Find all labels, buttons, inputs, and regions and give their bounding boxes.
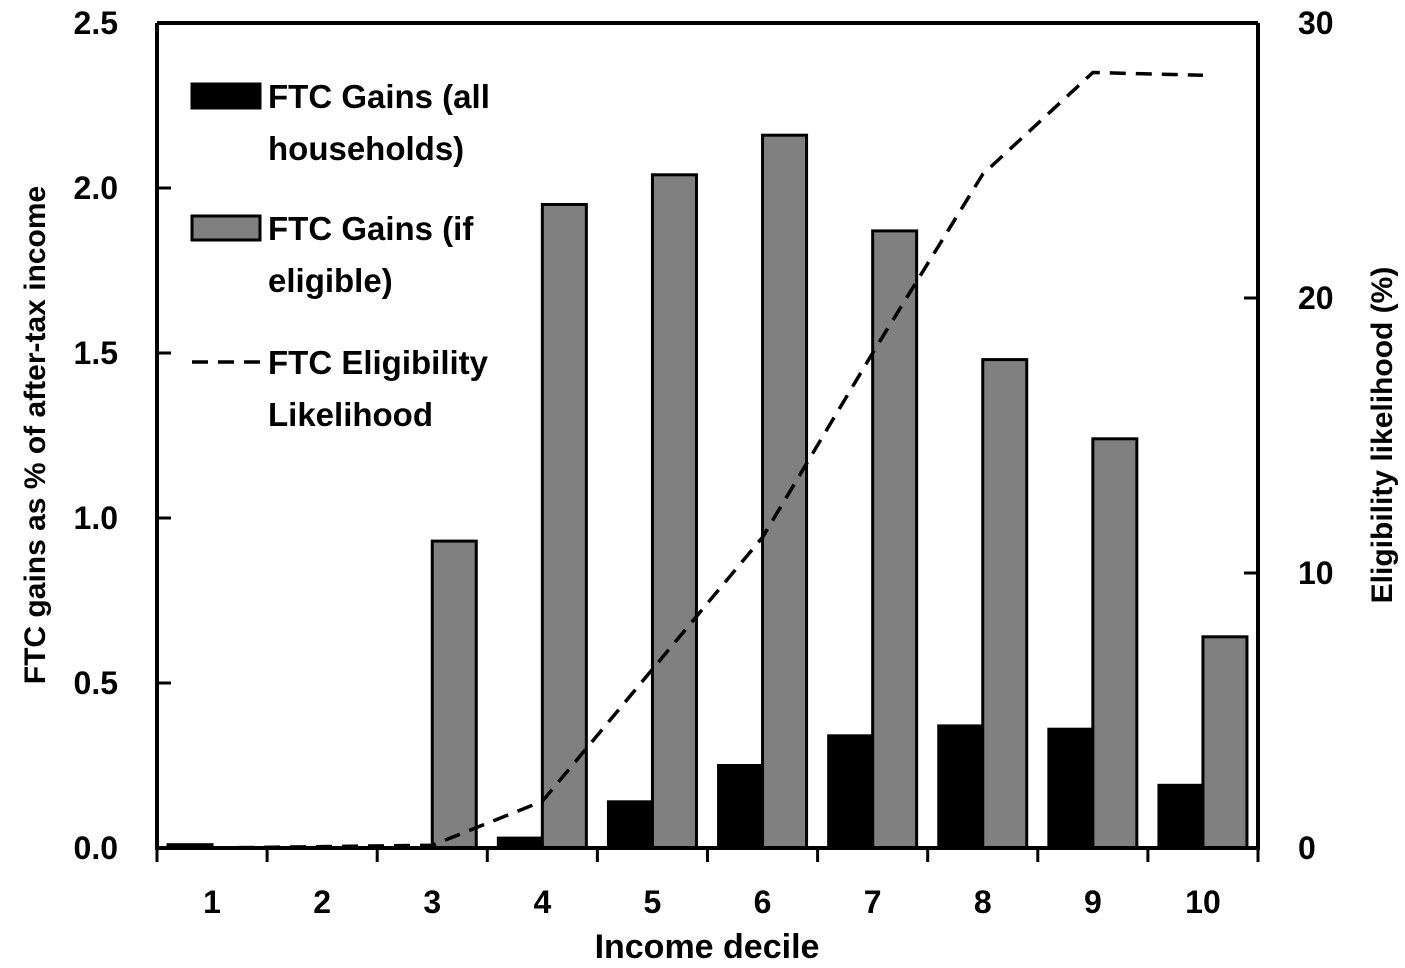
bar-if-eligible-7	[871, 229, 919, 850]
y-axis-title: FTC gains as % of after-tax income	[19, 186, 52, 684]
y-tick-label: 2.5	[74, 5, 118, 41]
x-tick-label: 4	[533, 884, 551, 920]
y-tick-label: 1.5	[74, 335, 118, 371]
y2-axis-title: Eligibility likelihood (%)	[1366, 267, 1399, 604]
legend-swatch-0	[190, 82, 262, 110]
bar-if-eligible-5	[650, 173, 698, 850]
legend-label-2: FTC Eligibility	[268, 344, 489, 381]
legend-label-0: households)	[268, 130, 464, 167]
legend-label-1: FTC Gains (if	[268, 210, 474, 247]
y-tick-label: 0.0	[74, 830, 118, 866]
legend: FTC Gains (all households) FTC Gains (if el…	[190, 78, 490, 433]
bar-if-eligible-4	[540, 203, 588, 850]
bar-if-eligible-6	[761, 133, 809, 850]
line-series-group	[212, 70, 1203, 850]
y2-tick-label: 30	[1298, 5, 1334, 41]
y-tick-label: 0.5	[74, 665, 118, 701]
x-tick-label: 9	[1084, 884, 1102, 920]
bar-if-eligible-10	[1201, 635, 1249, 850]
bar-all-households-10	[1157, 783, 1205, 850]
bar-all-households-7	[827, 734, 875, 850]
ticks-group: 0.0 0.5 1.0 1.5 2.0 2.5 0 10 20 30 1 2 3 4 5 6 7 8 9 10	[74, 5, 1334, 920]
bar-all-households-5	[606, 800, 654, 850]
y2-tick-label: 0	[1298, 830, 1316, 866]
y-tick-label: 1.0	[74, 500, 118, 536]
x-tick-label: 5	[644, 884, 662, 920]
bar-all-households-8	[937, 724, 985, 850]
legend-label-1: eligible)	[268, 262, 393, 299]
legend-swatch-1	[190, 214, 262, 242]
x-axis-title: Income decile	[595, 928, 820, 966]
bar-if-eligible-3	[430, 539, 478, 850]
x-tick-label: 8	[974, 884, 992, 920]
x-tick-label: 2	[313, 884, 331, 920]
bar-all-households-9	[1047, 727, 1095, 850]
eligibility-likelihood-line	[212, 70, 1203, 850]
x-tick-label: 7	[864, 884, 882, 920]
y2-tick-label: 10	[1298, 555, 1334, 591]
legend-label-0: FTC Gains (all	[268, 78, 490, 115]
y2-tick-label: 20	[1298, 280, 1334, 316]
bar-if-eligible-8	[981, 358, 1029, 850]
x-tick-label: 6	[754, 884, 772, 920]
legend-label-2: Likelihood	[268, 396, 433, 433]
y-tick-label: 2.0	[74, 170, 118, 206]
x-tick-label: 10	[1185, 884, 1221, 920]
x-tick-label: 1	[203, 884, 221, 920]
bar-if-eligible-9	[1091, 437, 1139, 850]
x-tick-label: 3	[423, 884, 441, 920]
bar-all-households-6	[717, 764, 765, 850]
